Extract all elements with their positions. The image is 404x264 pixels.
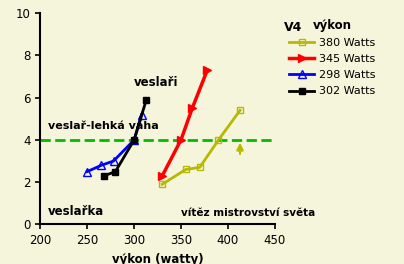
Text: veslařka: veslařka (48, 205, 104, 218)
Text: veslař-lehká váha: veslař-lehká váha (48, 121, 159, 131)
X-axis label: výkon (watty): výkon (watty) (112, 253, 203, 264)
Text: V4: V4 (284, 21, 302, 34)
Legend: 380 Watts, 345 Watts, 298 Watts, 302 Watts: 380 Watts, 345 Watts, 298 Watts, 302 Wat… (285, 15, 380, 101)
Text: vítěz mistrovství světa: vítěz mistrovství světa (181, 208, 315, 218)
Text: veslaři: veslaři (134, 76, 179, 89)
